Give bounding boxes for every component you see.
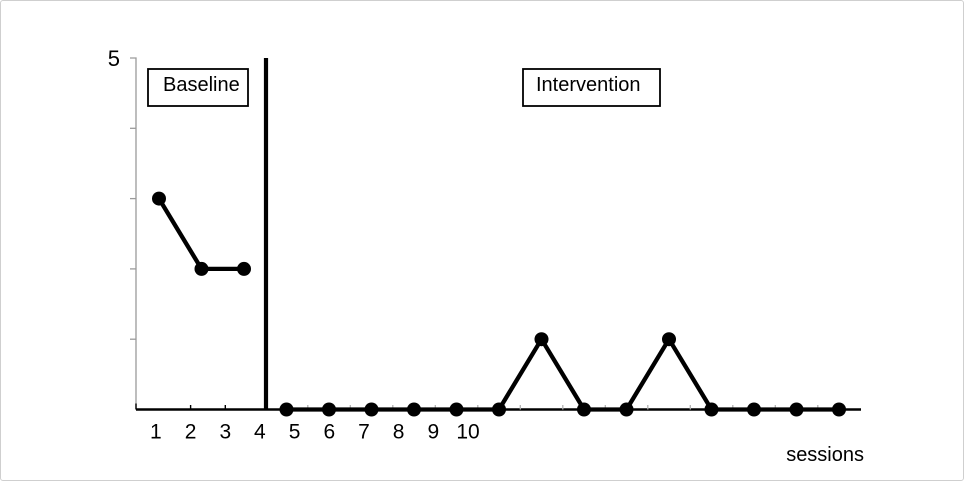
svg-text:2: 2 <box>185 421 197 444</box>
svg-text:6: 6 <box>323 421 335 444</box>
svg-text:7: 7 <box>358 421 370 444</box>
svg-text:10: 10 <box>456 421 479 444</box>
svg-text:4: 4 <box>254 421 266 444</box>
svg-text:Baseline: Baseline <box>163 74 240 96</box>
svg-text:9: 9 <box>427 421 439 444</box>
svg-text:8: 8 <box>393 421 405 444</box>
svg-text:sessions: sessions <box>786 444 864 466</box>
svg-text:3: 3 <box>219 421 231 444</box>
svg-text:1: 1 <box>150 421 162 444</box>
svg-text:5: 5 <box>289 421 301 444</box>
svg-text:Intervention: Intervention <box>536 74 641 96</box>
svg-text:5: 5 <box>108 46 120 71</box>
